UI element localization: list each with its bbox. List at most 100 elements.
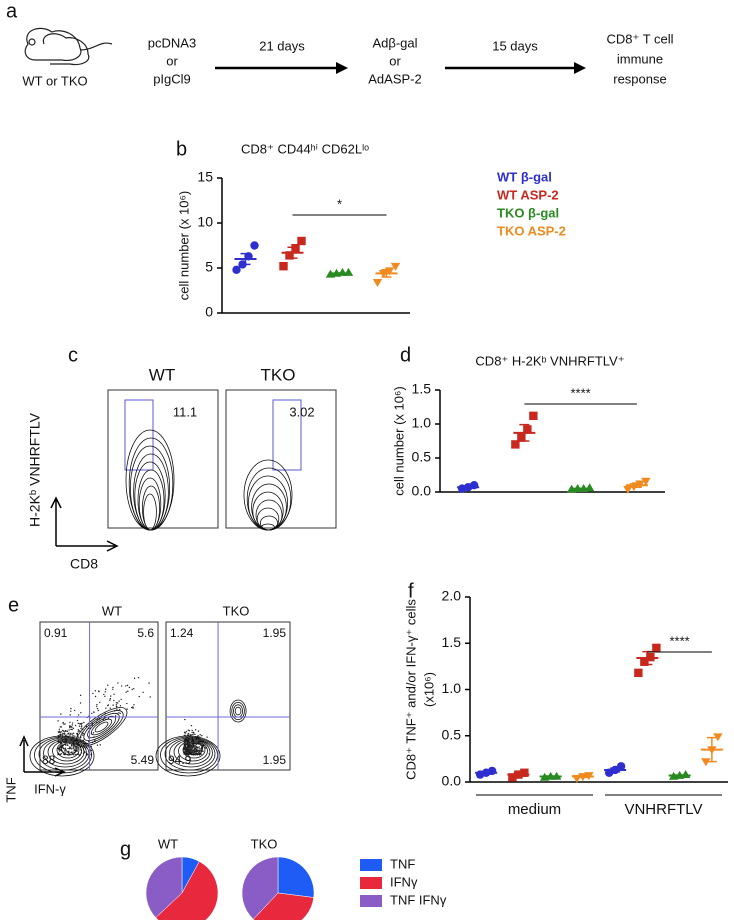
panel-label: f — [408, 580, 414, 602]
group — [372, 262, 401, 288]
legend-swatch — [360, 859, 382, 871]
data-point — [250, 241, 259, 250]
dot — [60, 713, 62, 715]
dot — [187, 733, 190, 735]
axis-label: TNF — [3, 777, 18, 802]
pie-slice — [241, 856, 279, 920]
y-tick-label: 0.5 — [442, 726, 462, 742]
contour-line — [43, 738, 87, 768]
data-point — [232, 265, 241, 274]
data-point — [652, 643, 661, 653]
contour-line — [229, 699, 247, 723]
step-text: response — [613, 71, 666, 86]
error-bar — [481, 770, 492, 775]
legend-label: IFNγ — [390, 874, 418, 889]
dot — [184, 749, 186, 751]
dot — [63, 732, 66, 734]
dot — [73, 749, 75, 751]
dot — [72, 727, 75, 730]
dot — [113, 693, 115, 695]
dot — [70, 734, 72, 736]
dot — [184, 751, 187, 753]
dot — [120, 685, 123, 687]
dot — [99, 701, 101, 704]
group — [279, 236, 306, 271]
group — [507, 768, 530, 782]
quadrant-value: 1.24 — [170, 626, 194, 640]
dot — [69, 732, 72, 735]
dot — [60, 734, 62, 736]
dot — [71, 733, 74, 735]
dot — [77, 729, 79, 731]
dot — [72, 735, 74, 737]
dot — [76, 719, 79, 722]
dot — [191, 731, 193, 734]
dot — [113, 699, 115, 702]
dot — [191, 750, 193, 752]
error-bar — [513, 772, 524, 777]
dot — [196, 750, 199, 753]
dot — [59, 726, 62, 728]
panel-label: c — [68, 344, 78, 366]
contour-line — [47, 739, 85, 765]
dot — [127, 690, 129, 692]
flow-box — [107, 389, 219, 529]
dot — [194, 748, 196, 751]
step-text: pcDNA3 — [148, 35, 196, 50]
dot — [68, 729, 70, 731]
y-tick-label: 5 — [205, 259, 213, 275]
dot — [75, 753, 77, 756]
dot — [125, 685, 127, 687]
dot — [69, 725, 71, 727]
dot — [59, 746, 61, 748]
dot — [60, 731, 62, 733]
y-tick-label: 15 — [197, 169, 213, 185]
step-text: or — [166, 53, 178, 68]
dot — [109, 699, 111, 701]
dot — [58, 728, 60, 730]
legend-swatch — [360, 877, 382, 889]
dot — [71, 724, 73, 726]
dot — [77, 722, 79, 725]
dot — [104, 691, 106, 693]
data-point — [529, 411, 538, 421]
group — [232, 241, 259, 274]
dot — [105, 688, 107, 690]
data-point — [343, 267, 354, 276]
dot — [196, 748, 198, 750]
plot-title: TKO — [261, 365, 296, 384]
dot — [198, 748, 201, 750]
error-bar — [610, 767, 621, 773]
data-point — [279, 262, 288, 271]
contour-line — [261, 523, 275, 531]
dot — [184, 747, 187, 749]
dot — [120, 698, 122, 701]
dot — [64, 730, 66, 733]
contour-line — [29, 735, 95, 777]
dot — [93, 711, 95, 713]
dot — [103, 693, 105, 696]
dot — [117, 702, 119, 704]
dot — [65, 734, 67, 736]
contour-line — [169, 738, 213, 768]
gate-value: 11.1 — [173, 404, 197, 419]
plot-title: WT — [102, 603, 122, 618]
dot — [104, 695, 106, 698]
y-tick-label: 0.0 — [412, 483, 432, 499]
dot — [105, 707, 107, 709]
dot — [91, 712, 93, 715]
gate — [124, 399, 154, 471]
dot — [61, 734, 64, 736]
dot — [69, 734, 71, 736]
x-category-label: medium — [508, 801, 561, 818]
legend-swatch — [360, 895, 382, 907]
dot — [125, 691, 127, 693]
dot — [191, 751, 194, 754]
contour-line — [143, 493, 157, 531]
dot — [118, 700, 120, 702]
y-axis-label: cell number (x 10⁶) — [391, 386, 406, 495]
dot — [70, 725, 72, 728]
dot — [192, 749, 195, 751]
dot — [114, 715, 117, 717]
dot — [126, 684, 129, 687]
